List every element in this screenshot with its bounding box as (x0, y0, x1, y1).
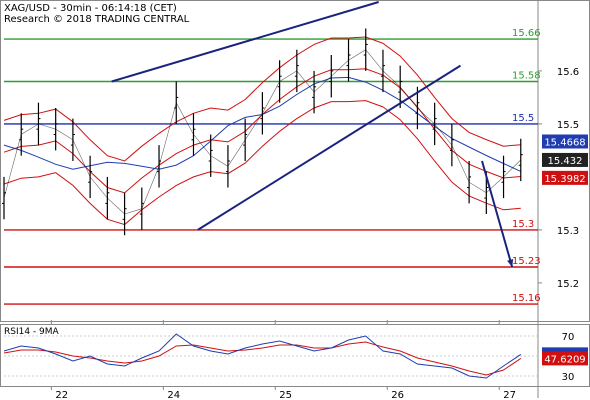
level-label: 15.58 (512, 71, 541, 82)
price-panel-frame (0, 0, 590, 322)
rsi-tag-label: 47.6209 (544, 354, 585, 365)
bollinger-upper (3, 36, 521, 162)
rsi-label: RSI14 - 9MA (4, 327, 59, 337)
price-line (3, 49, 522, 215)
rsi-tag (542, 351, 588, 366)
trendline (197, 64, 462, 231)
rsi-ma-line (3, 341, 522, 376)
chart-title: XAG/USD - 30min - 06:14:18 (CET) (4, 3, 177, 14)
price-tag-label: 15.4668 (544, 137, 585, 148)
y-tick-label: 15.6 (557, 67, 579, 78)
x-tick-label: 24 (167, 390, 180, 400)
y-tick-label: 15.5 (557, 120, 579, 131)
rsi-tick-label: 30 (562, 372, 575, 383)
rsi-tick-label: 70 (562, 332, 575, 343)
price-tag-label: 15.432 (548, 156, 583, 167)
level-label: 15.66 (512, 28, 541, 39)
price-tag-label: 15.3982 (544, 174, 585, 185)
x-tick-label: 27 (503, 390, 516, 400)
level-label: 15.23 (512, 256, 541, 267)
y-tick-label: 15.2 (557, 279, 579, 290)
level-label: 15.16 (512, 293, 541, 304)
bollinger-lower (3, 100, 521, 226)
x-tick-label: 26 (391, 390, 404, 400)
y-tick-label: 15.3 (557, 226, 579, 237)
x-tick-label: 22 (55, 390, 68, 400)
x-tick-label: 25 (279, 390, 292, 400)
price-tag (542, 170, 588, 185)
level-label: 15.5 (512, 113, 534, 124)
level-label: 15.3 (512, 219, 534, 230)
rsi-line (3, 333, 522, 379)
price-tag (542, 152, 588, 167)
price-tag (542, 134, 588, 149)
forecast-arrowhead (507, 259, 514, 267)
chart-credit: Research © 2018 TRADING CENTRAL (4, 14, 190, 25)
forecast-arrow (481, 160, 514, 268)
trendline (111, 1, 379, 83)
